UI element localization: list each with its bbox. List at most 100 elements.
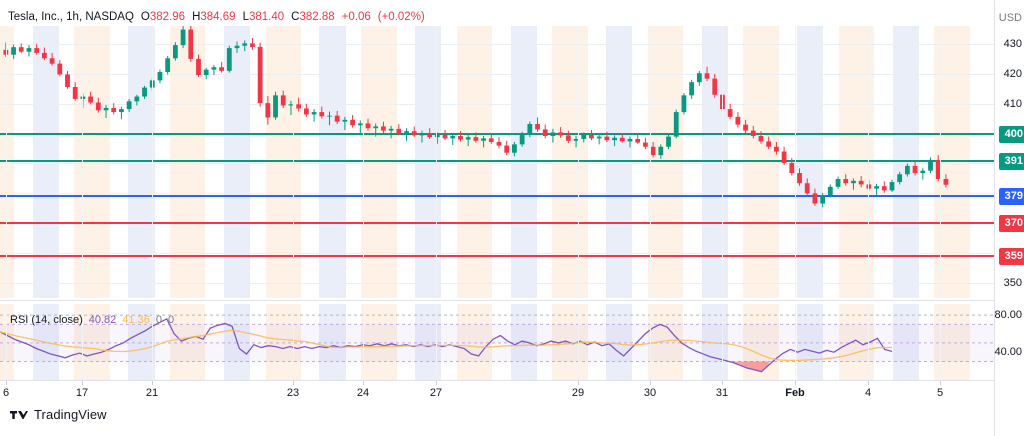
open-value: O382.96 bbox=[140, 11, 186, 23]
session-band bbox=[265, 26, 301, 298]
price-level-line[interactable] bbox=[0, 195, 994, 198]
change-value: +0.06 bbox=[341, 11, 371, 23]
session-band bbox=[797, 26, 824, 298]
price-axis[interactable]: USD 430 420 410 350 400 391 379 370 359 80.00 40… bbox=[994, 0, 1024, 436]
time-gridline bbox=[578, 304, 579, 380]
rsi-series bbox=[0, 314, 994, 373]
session-band bbox=[265, 304, 301, 380]
time-axis-tick bbox=[650, 381, 651, 385]
high-value: H384.69 bbox=[192, 11, 236, 23]
time-gridline bbox=[152, 304, 153, 380]
session-band bbox=[510, 26, 537, 298]
rsi-axis-tick: 80.00 bbox=[994, 309, 1022, 322]
price-level-badge[interactable]: 400 bbox=[998, 125, 1024, 143]
session-band bbox=[128, 304, 155, 380]
time-gridline bbox=[578, 26, 579, 298]
time-axis-tick bbox=[940, 381, 941, 385]
time-axis-tick bbox=[868, 381, 869, 385]
price-level-line[interactable] bbox=[0, 132, 994, 135]
session-band bbox=[606, 26, 633, 298]
time-gridline bbox=[650, 26, 651, 298]
time-gridline bbox=[363, 26, 364, 298]
time-gridline bbox=[6, 304, 7, 380]
session-band bbox=[647, 26, 684, 298]
time-gridline bbox=[722, 26, 723, 298]
price-level-badge[interactable]: 359 bbox=[998, 248, 1024, 266]
session-band bbox=[456, 26, 493, 298]
price-level-badge[interactable]: 370 bbox=[998, 215, 1024, 233]
price-gridline bbox=[0, 73, 994, 75]
time-axis-label: 17 bbox=[75, 387, 89, 399]
pane-separator bbox=[0, 300, 994, 301]
time-axis-tick bbox=[363, 381, 364, 385]
price-gridline bbox=[0, 283, 994, 285]
time-gridline bbox=[436, 26, 437, 298]
time-axis-tick bbox=[795, 381, 796, 385]
session-band bbox=[223, 26, 251, 298]
price-level-badge[interactable]: 379 bbox=[998, 188, 1024, 206]
rsi-axis-tick: 40.00 bbox=[994, 346, 1022, 359]
symbol-label: Tesla, Inc., 1h, NASDAQ bbox=[8, 11, 134, 23]
time-axis-label: 6 bbox=[2, 387, 10, 399]
session-band bbox=[743, 26, 779, 298]
rsi-pane[interactable] bbox=[0, 304, 994, 380]
time-gridline bbox=[82, 26, 83, 298]
time-gridline bbox=[940, 26, 941, 298]
price-gridline bbox=[0, 43, 994, 45]
price-gridline bbox=[0, 253, 994, 255]
time-axis[interactable]: 6 17 21 23 24 27 29 30 31 Feb 4 5 bbox=[0, 380, 994, 404]
tradingview-wordmark: TradingView bbox=[34, 407, 107, 422]
time-axis-label: Feb bbox=[785, 387, 805, 399]
time-gridline bbox=[868, 26, 869, 298]
time-axis-tick bbox=[293, 381, 294, 385]
time-axis-tick bbox=[722, 381, 723, 385]
time-gridline bbox=[152, 26, 153, 298]
low-value: L381.40 bbox=[242, 11, 285, 23]
close-value: C382.88 bbox=[291, 11, 335, 23]
time-gridline bbox=[363, 304, 364, 380]
session-band bbox=[743, 304, 779, 380]
time-axis-label: 30 bbox=[643, 387, 657, 399]
time-axis-label: 24 bbox=[356, 387, 370, 399]
price-gridline bbox=[0, 193, 994, 195]
session-band bbox=[319, 304, 346, 380]
time-axis-tick bbox=[578, 381, 579, 385]
time-axis-label: 4 bbox=[864, 387, 872, 399]
time-axis-tick bbox=[152, 381, 153, 385]
time-axis-tick bbox=[82, 381, 83, 385]
price-level-line[interactable] bbox=[0, 255, 994, 258]
session-band bbox=[606, 304, 633, 380]
price-level-badge[interactable]: 391 bbox=[998, 152, 1024, 170]
tradingview-mark bbox=[10, 410, 28, 419]
session-band bbox=[0, 304, 15, 380]
change-percent: (+0.02%) bbox=[377, 11, 425, 23]
tradingview-logo: TradingView bbox=[10, 407, 107, 422]
session-band bbox=[552, 26, 588, 298]
session-band bbox=[0, 26, 15, 298]
ohlc-group: O382.96 H384.69 L381.40 C382.88 +0.06 (+… bbox=[141, 9, 425, 25]
time-gridline bbox=[722, 304, 723, 380]
time-gridline bbox=[82, 304, 83, 380]
price-level-line[interactable] bbox=[0, 159, 994, 162]
price-axis-unit: USD bbox=[998, 12, 1022, 24]
price-axis-tick: 410 bbox=[1003, 97, 1022, 110]
session-band bbox=[456, 304, 493, 380]
session-band bbox=[797, 304, 824, 380]
session-band bbox=[892, 304, 919, 380]
time-axis-label: 23 bbox=[286, 387, 300, 399]
price-axis-tick: 430 bbox=[1003, 37, 1022, 50]
time-gridline bbox=[436, 304, 437, 380]
candlestick-series bbox=[3, 26, 949, 208]
session-band bbox=[892, 26, 919, 298]
session-band bbox=[647, 304, 684, 380]
time-axis-tick bbox=[436, 381, 437, 385]
price-gridline bbox=[0, 103, 994, 105]
time-gridline bbox=[868, 304, 869, 380]
session-band bbox=[701, 26, 728, 298]
session-band bbox=[319, 26, 346, 298]
price-pane[interactable] bbox=[0, 26, 994, 298]
session-band bbox=[74, 304, 110, 380]
price-gridline bbox=[0, 163, 994, 165]
price-level-line[interactable] bbox=[0, 222, 994, 225]
chart-legend: Tesla, Inc., 1h, NASDAQ O382.96 H384.69 … bbox=[8, 9, 425, 25]
